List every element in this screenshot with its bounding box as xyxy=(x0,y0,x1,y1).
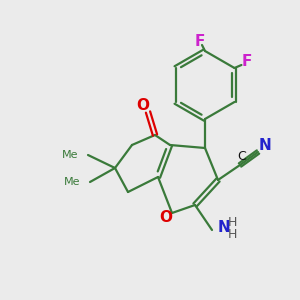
Text: Me: Me xyxy=(64,177,80,187)
Text: O: O xyxy=(136,98,149,112)
Text: H: H xyxy=(227,215,237,229)
Text: Me: Me xyxy=(61,150,78,160)
Text: F: F xyxy=(195,34,205,49)
Text: O: O xyxy=(160,209,172,224)
Text: C: C xyxy=(238,151,246,164)
Text: H: H xyxy=(227,229,237,242)
Text: N: N xyxy=(218,220,230,236)
Text: F: F xyxy=(241,55,252,70)
Text: N: N xyxy=(259,139,272,154)
